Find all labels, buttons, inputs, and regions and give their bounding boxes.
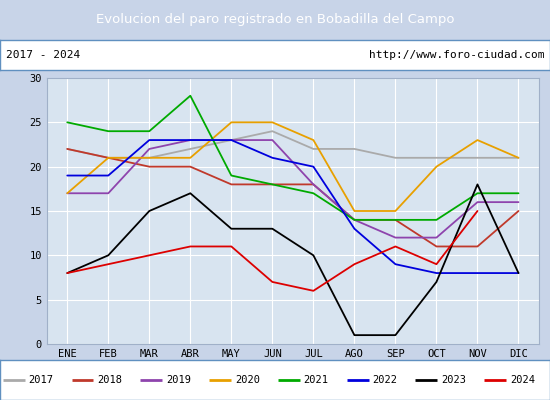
Text: 2018: 2018 bbox=[97, 375, 122, 385]
Text: 2021: 2021 bbox=[304, 375, 328, 385]
Text: 2019: 2019 bbox=[166, 375, 191, 385]
Text: 2020: 2020 bbox=[235, 375, 260, 385]
Text: 2023: 2023 bbox=[441, 375, 466, 385]
Text: http://www.foro-ciudad.com: http://www.foro-ciudad.com bbox=[369, 50, 544, 60]
Text: 2022: 2022 bbox=[372, 375, 397, 385]
Text: 2017 - 2024: 2017 - 2024 bbox=[6, 50, 80, 60]
Text: 2017: 2017 bbox=[29, 375, 53, 385]
Text: 2024: 2024 bbox=[510, 375, 535, 385]
Text: Evolucion del paro registrado en Bobadilla del Campo: Evolucion del paro registrado en Bobadil… bbox=[96, 14, 454, 26]
